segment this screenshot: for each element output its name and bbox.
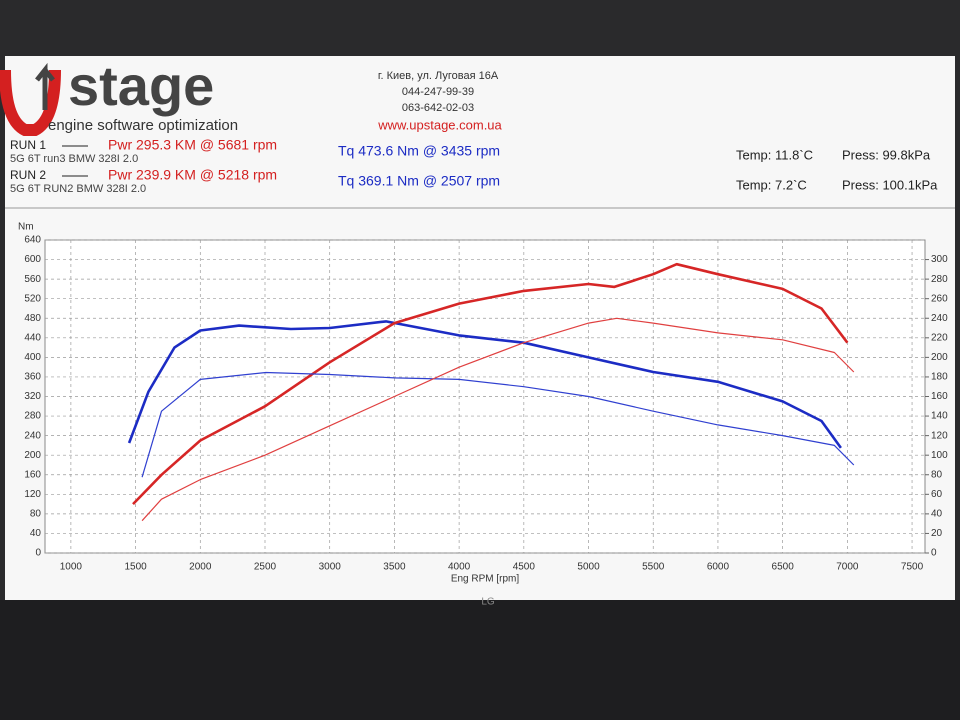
y2-tick-label: 140 (931, 411, 948, 422)
y-tick-label: 440 (24, 332, 41, 343)
phone: 063-642-02-03 (402, 102, 474, 114)
logo: stage (68, 54, 214, 117)
run-power: Pwr 295.3 KM @ 5681 rpm (108, 137, 277, 153)
y-tick-label: 320 (24, 391, 41, 402)
y-tick-label: 80 (30, 509, 42, 520)
run-label: RUN 2 (10, 168, 46, 182)
y2-tick-label: 60 (931, 489, 943, 500)
series-line (141, 317, 855, 522)
logo-u (0, 69, 61, 136)
logo-arrow (35, 62, 55, 110)
y-tick-label: 640 (24, 235, 41, 246)
y2-tick-label: 20 (931, 528, 943, 539)
y-tick-label: 360 (24, 372, 41, 383)
x-tick-label: 7500 (901, 562, 924, 573)
x-tick-label: 4500 (513, 562, 536, 573)
address: г. Киев, ул. Луговая 16А (378, 70, 499, 82)
y2-tick-label: 240 (931, 313, 948, 324)
y-tick-label: 0 (35, 548, 41, 559)
series-line (132, 262, 849, 506)
y2-tick-label: 120 (931, 430, 948, 441)
run-temp: Temp: 7.2`C (736, 177, 807, 192)
y-tick-label: 120 (24, 489, 41, 500)
y-tick-label: 40 (30, 528, 42, 539)
y2-tick-label: 80 (931, 469, 943, 480)
x-tick-label: 2000 (189, 562, 212, 573)
y2-tick-label: 0 (931, 548, 937, 559)
series-line (127, 320, 842, 449)
y-tick-label: 400 (24, 352, 41, 363)
x-tick-label: 3000 (319, 562, 342, 573)
y-tick-label: 600 (24, 254, 41, 265)
x-axis-title: Eng RPM [rpm] (451, 574, 520, 585)
x-tick-label: 5000 (577, 562, 600, 573)
phone: 044-247-99-39 (402, 86, 474, 98)
x-tick-label: 1000 (60, 562, 83, 573)
x-tick-label: 5500 (642, 562, 665, 573)
run-torque: Tq 473.6 Nm @ 3435 rpm (338, 143, 500, 159)
brand: LG (481, 597, 495, 608)
y2-tick-label: 40 (931, 509, 943, 520)
y-tick-label: 280 (24, 411, 41, 422)
series-line (141, 371, 855, 478)
y2-tick-label: 180 (931, 372, 948, 383)
y2-tick-label: 220 (931, 332, 948, 343)
run-press: Press: 99.8kPa (842, 147, 931, 162)
x-tick-label: 1500 (124, 562, 147, 573)
y-tick-label: 200 (24, 450, 41, 461)
x-tick-label: 2500 (254, 562, 277, 573)
y2-tick-label: 160 (931, 391, 948, 402)
y-tick-label: 480 (24, 313, 41, 324)
website: www.upstage.com.ua (377, 117, 502, 132)
run-power: Pwr 239.9 KM @ 5218 rpm (108, 167, 277, 183)
x-tick-label: 7000 (836, 562, 859, 573)
x-tick-label: 6500 (772, 562, 795, 573)
run-press: Press: 100.1kPa (842, 177, 938, 192)
x-tick-label: 4000 (448, 562, 471, 573)
y2-tick-label: 260 (931, 293, 948, 304)
bezel-area (0, 600, 960, 720)
run-description: 5G 6T RUN2 BMW 328I 2.0 (10, 183, 146, 195)
tagline: engine software optimization (48, 117, 238, 134)
y2-tick-label: 100 (931, 450, 948, 461)
y-axis-title: Nm (18, 222, 34, 233)
y-tick-label: 520 (24, 293, 41, 304)
chart: 0408012016020024028032036040044048052056… (18, 222, 948, 585)
x-tick-label: 6000 (707, 562, 730, 573)
run-torque: Tq 369.1 Nm @ 2507 rpm (338, 173, 500, 189)
y2-tick-label: 300 (931, 254, 948, 265)
y-tick-label: 240 (24, 430, 41, 441)
y-tick-label: 160 (24, 469, 41, 480)
run-temp: Temp: 11.8`C (736, 147, 813, 162)
x-tick-label: 3500 (383, 562, 406, 573)
y2-tick-label: 280 (931, 274, 948, 285)
y2-tick-label: 200 (931, 352, 948, 363)
y-tick-label: 560 (24, 274, 41, 285)
run-description: 5G 6T run3 BMW 328I 2.0 (10, 153, 138, 165)
run-label: RUN 1 (10, 138, 46, 152)
